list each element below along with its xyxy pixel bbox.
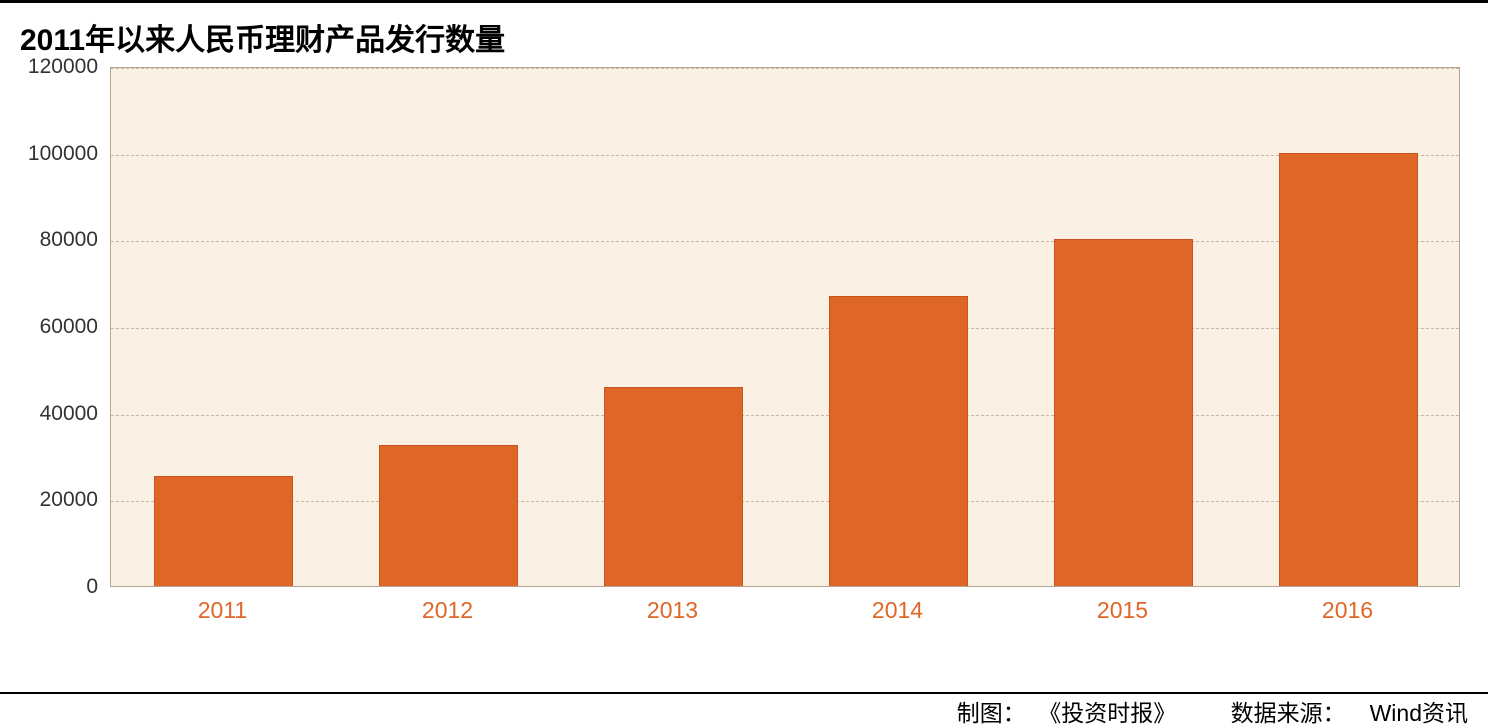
gridline [111, 68, 1459, 69]
bar [379, 445, 519, 586]
gridline [111, 155, 1459, 156]
gridline [111, 501, 1459, 502]
gridline [111, 328, 1459, 329]
bar [604, 387, 744, 586]
gridline [111, 415, 1459, 416]
x-axis-label: 2015 [1097, 597, 1148, 624]
x-axis-label: 2016 [1322, 597, 1373, 624]
x-axis-label: 2012 [422, 597, 473, 624]
bar [1279, 153, 1419, 586]
bar [829, 296, 969, 586]
bar [154, 476, 294, 587]
y-axis-label: 20000 [20, 488, 98, 512]
x-axis-label: 2011 [198, 597, 247, 624]
y-axis-label: 40000 [20, 402, 98, 426]
credit-text: 制图：《投资时报》 [933, 700, 1183, 726]
chart-area: 0200004000060000800001000001200002011201… [20, 67, 1468, 647]
source-text: 数据来源：Wind资讯 [1207, 700, 1468, 726]
x-axis-label: 2013 [647, 597, 698, 624]
chart-footer: 制图：《投资时报》 数据来源：Wind资讯 [909, 694, 1468, 728]
gridline [111, 241, 1459, 242]
y-axis-label: 120000 [20, 55, 98, 79]
chart-title: 2011年以来人民币理财产品发行数量 [0, 3, 1488, 67]
y-axis-label: 0 [20, 575, 98, 599]
chart-container: 2011年以来人民币理财产品发行数量 0 20000 40000 60000 80000… [0, 0, 1488, 694]
y-axis-label: 100000 [20, 142, 98, 166]
bar [1054, 239, 1194, 586]
y-axis-label: 80000 [20, 228, 98, 252]
plot-region [110, 67, 1460, 587]
y-axis-label: 60000 [20, 315, 98, 339]
x-axis-label: 2014 [872, 597, 923, 624]
